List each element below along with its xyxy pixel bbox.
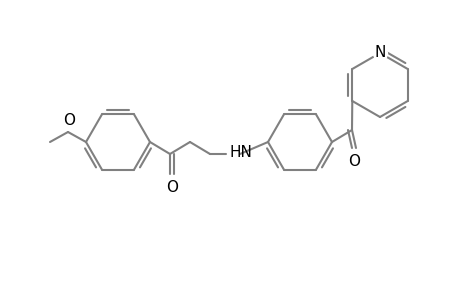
Text: O: O [63,113,75,128]
Text: O: O [166,180,178,195]
Text: N: N [374,44,385,59]
Text: HN: HN [230,145,252,160]
Text: O: O [347,154,359,169]
